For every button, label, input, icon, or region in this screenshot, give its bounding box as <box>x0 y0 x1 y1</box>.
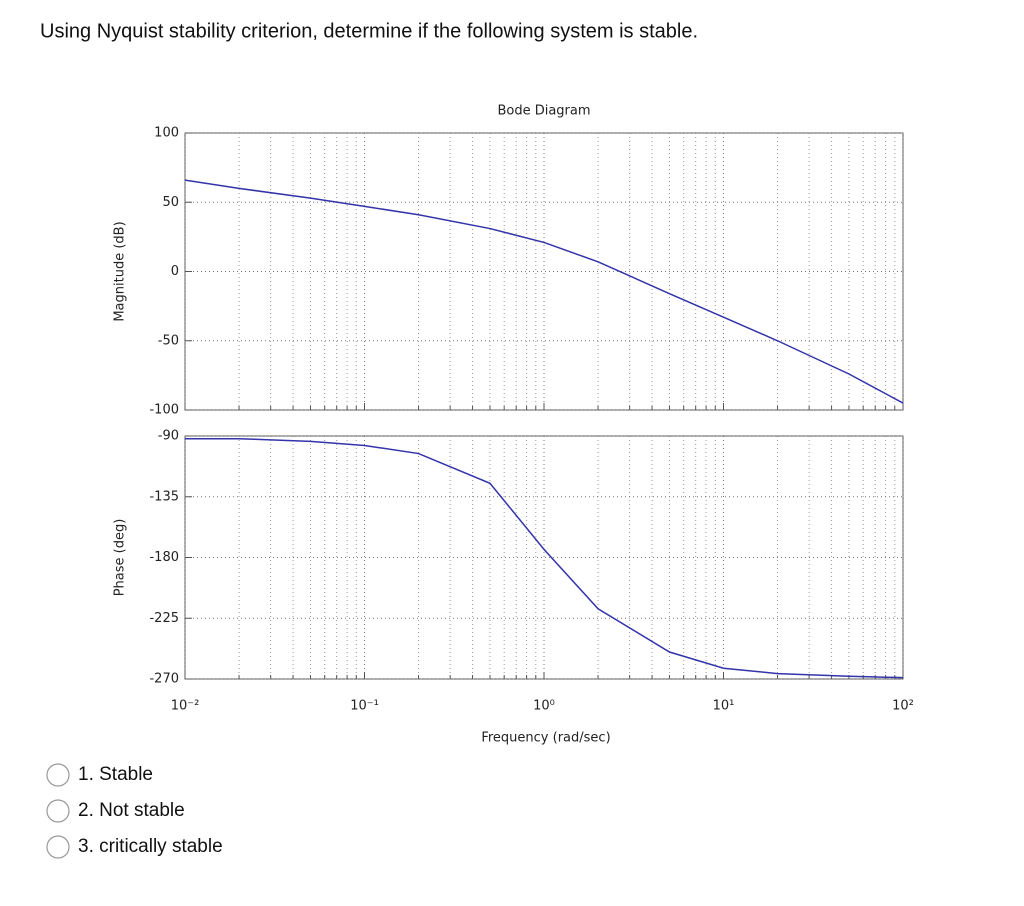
radio-button[interactable] <box>46 835 70 859</box>
x-tick-label: 10² <box>892 699 914 714</box>
x-tick-label: 10⁻¹ <box>350 699 379 714</box>
plot-area <box>184 132 904 411</box>
y-tick-label: -90 <box>158 429 179 444</box>
x-tick-label: 10¹ <box>713 699 735 714</box>
y-tick-label: -180 <box>149 550 179 565</box>
line <box>185 437 904 679</box>
chart-title: Bode Diagram <box>497 104 590 119</box>
y-tick-label: -225 <box>149 611 179 626</box>
y-tick-label: -100 <box>149 403 179 418</box>
radio-button[interactable] <box>46 799 70 823</box>
x-axis-label: Frequency (rad/sec) <box>481 731 610 746</box>
y-tick-label: 0 <box>171 264 179 279</box>
y-tick-label: -50 <box>158 333 179 348</box>
y-tick-label: 100 <box>154 126 179 141</box>
x-tick-label: 10⁻² <box>171 699 200 714</box>
x-tick-label: 10⁰ <box>533 699 555 714</box>
radio-button[interactable] <box>46 763 70 787</box>
y-axis-label: Phase (deg) <box>113 519 128 597</box>
question: Using Nyquist stability criterion, deter… <box>40 20 698 42</box>
option-label[interactable]: 1. Stable <box>78 764 153 785</box>
option-label[interactable]: 3. critically stable <box>78 836 223 857</box>
y-tick-label: 50 <box>162 195 179 210</box>
y-tick-label: -135 <box>149 489 179 504</box>
line <box>184 179 904 404</box>
option-label[interactable]: 2. Not stable <box>78 800 185 821</box>
y-tick-label: -270 <box>149 672 179 687</box>
y-axis-label: Magnitude (dB) <box>113 221 128 321</box>
